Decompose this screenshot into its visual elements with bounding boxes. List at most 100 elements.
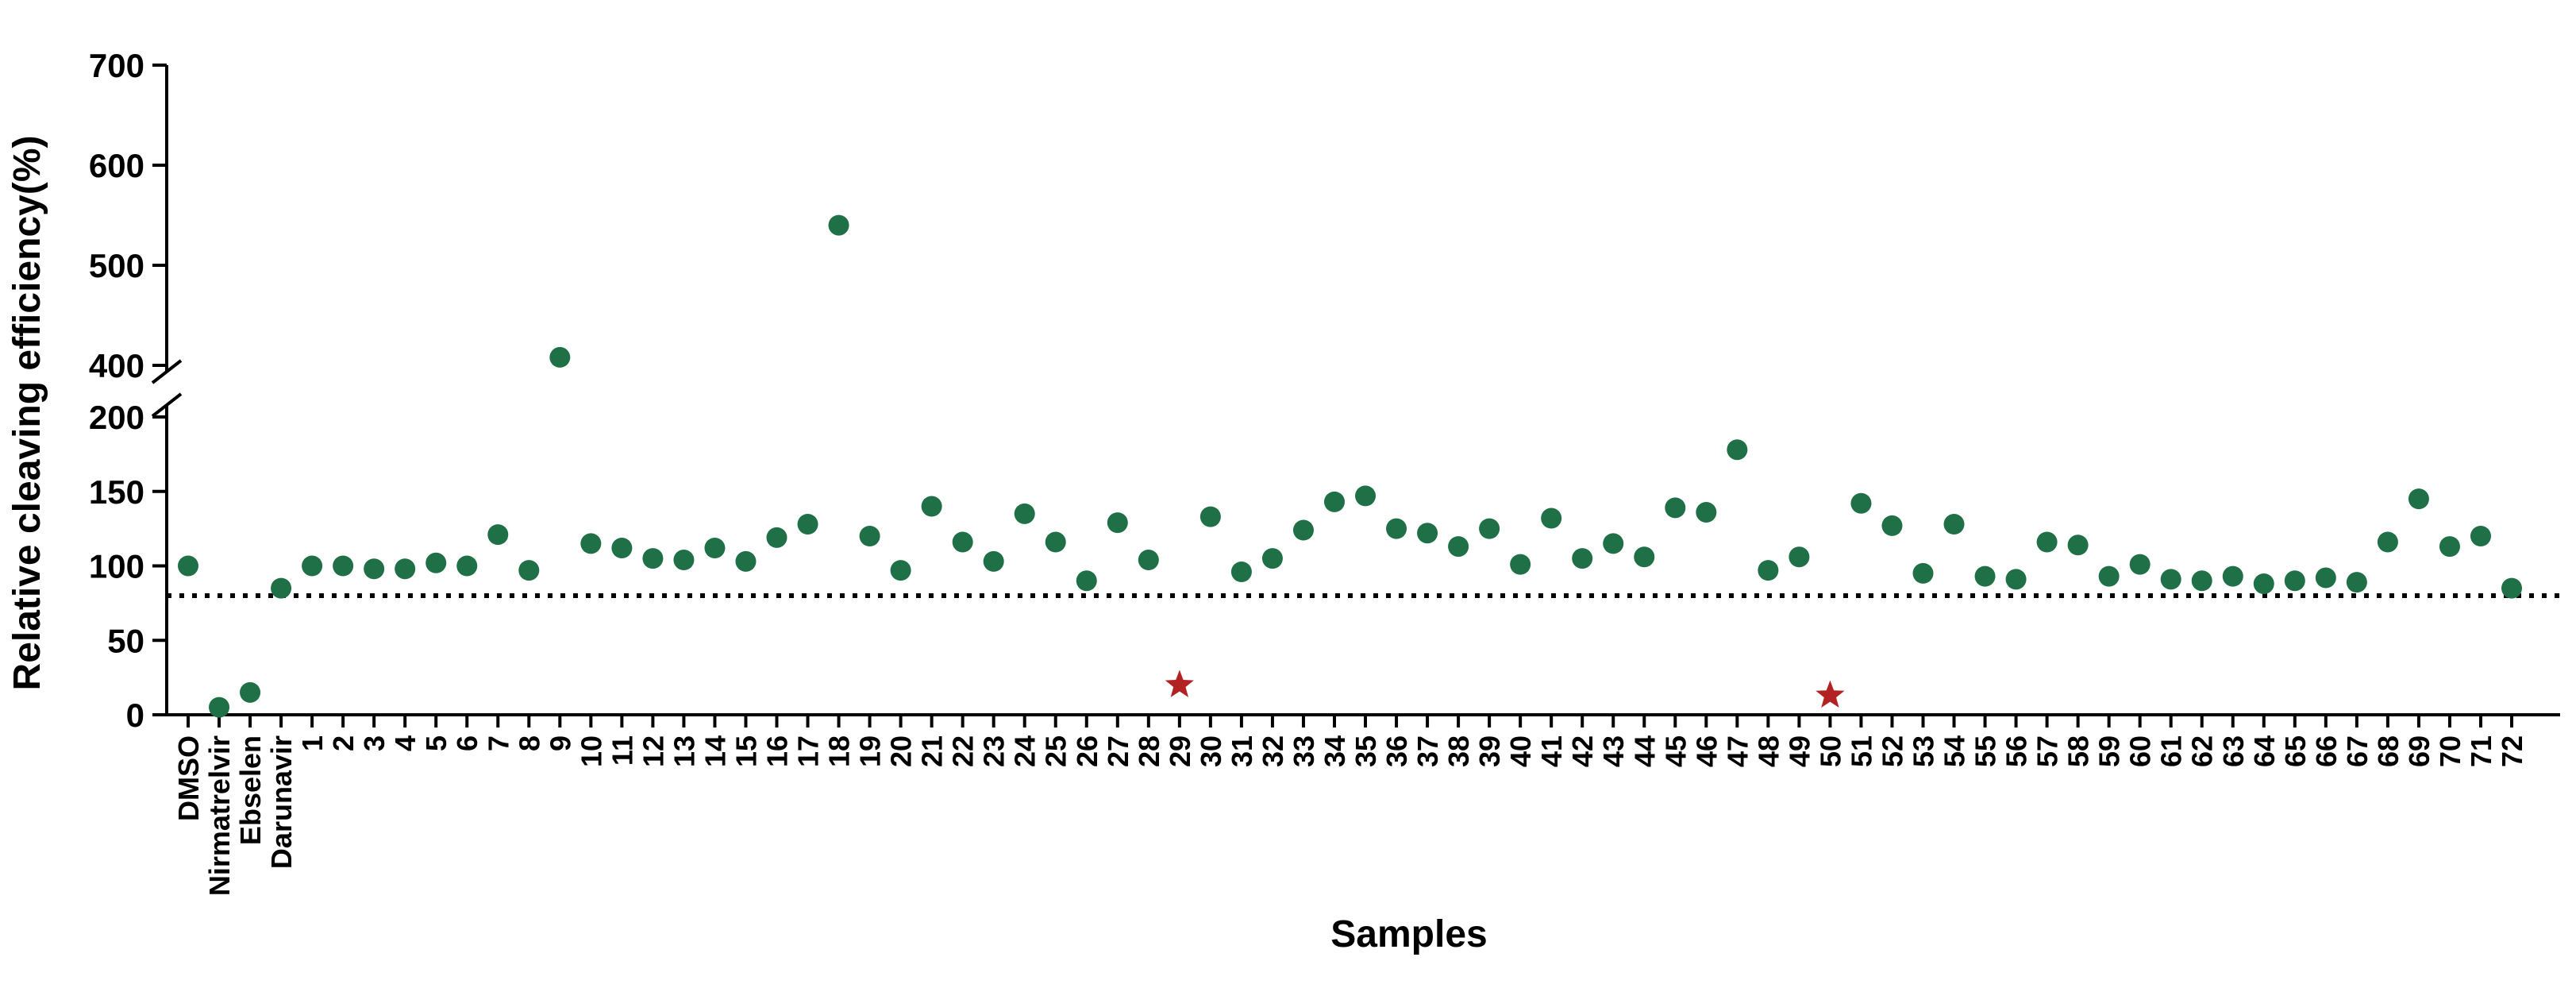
data-point bbox=[2036, 531, 2058, 553]
x-tick-label: 7 bbox=[482, 735, 514, 751]
x-tick-label: 29 bbox=[1164, 735, 1196, 767]
x-tick-label: 56 bbox=[2000, 735, 2033, 767]
y-tick-label: 200 bbox=[89, 399, 144, 436]
x-tick-label: 22 bbox=[947, 735, 980, 767]
x-tick-label: 5 bbox=[420, 735, 452, 751]
x-tick-label: 25 bbox=[1040, 735, 1072, 767]
data-point bbox=[1974, 565, 1996, 587]
data-point bbox=[2346, 572, 2367, 593]
x-tick-label: 20 bbox=[885, 735, 918, 767]
y-tick-label: 600 bbox=[89, 147, 144, 184]
y-tick-label: 400 bbox=[89, 347, 144, 384]
x-tick-label: 60 bbox=[2124, 735, 2157, 767]
x-tick-label: 9 bbox=[544, 735, 576, 751]
data-point bbox=[704, 538, 726, 558]
data-points bbox=[178, 214, 2522, 718]
x-tick-label: 30 bbox=[1195, 735, 1227, 767]
data-point bbox=[1230, 562, 1252, 582]
x-tick-label: 43 bbox=[1597, 735, 1630, 767]
data-point bbox=[1292, 519, 1314, 541]
data-point bbox=[1355, 485, 1377, 507]
chart-axes bbox=[151, 65, 2560, 716]
x-tick-label: 69 bbox=[2403, 735, 2435, 767]
x-tick-label: 50 bbox=[1814, 735, 1846, 767]
x-tick-label: 62 bbox=[2186, 735, 2219, 767]
x-tick-label: 72 bbox=[2496, 735, 2528, 767]
x-tick-label: 16 bbox=[761, 735, 794, 767]
x-tick-label: 54 bbox=[1939, 735, 1971, 767]
data-point bbox=[1541, 508, 1562, 529]
x-tick-label: 48 bbox=[1752, 735, 1785, 767]
y-tick-label: 50 bbox=[107, 622, 144, 659]
data-point bbox=[1850, 492, 1872, 514]
x-tick-label: 41 bbox=[1535, 735, 1568, 767]
data-point-star bbox=[1816, 680, 1845, 708]
data-point bbox=[1912, 562, 1934, 584]
x-tick-label: 42 bbox=[1566, 735, 1599, 767]
x-tick-label: 32 bbox=[1257, 735, 1289, 767]
x-tick-label: 6 bbox=[451, 735, 483, 751]
data-point bbox=[271, 577, 292, 599]
x-tick-label: 4 bbox=[389, 735, 422, 751]
data-point bbox=[1727, 439, 1748, 461]
x-tick-label: 28 bbox=[1133, 735, 1165, 767]
x-tick-label: 58 bbox=[2062, 735, 2095, 767]
x-tick-label: 10 bbox=[575, 735, 607, 767]
x-tick-label: 44 bbox=[1628, 735, 1661, 767]
data-point bbox=[2129, 554, 2151, 575]
x-tick-label: 63 bbox=[2217, 735, 2250, 767]
x-tick-label: 55 bbox=[1970, 735, 2002, 767]
data-point bbox=[240, 681, 261, 703]
data-point bbox=[952, 531, 973, 553]
data-point bbox=[1199, 506, 1221, 527]
data-point bbox=[983, 550, 1004, 572]
data-point bbox=[2160, 569, 2181, 590]
x-tick-label: 59 bbox=[2093, 735, 2126, 767]
x-tick-label: 49 bbox=[1783, 735, 1816, 767]
x-tick-label: 51 bbox=[1845, 735, 1877, 767]
data-point bbox=[2315, 567, 2336, 589]
y-tick-label: 500 bbox=[89, 247, 144, 284]
data-point bbox=[333, 555, 354, 577]
y-tick-label: 700 bbox=[89, 47, 144, 84]
data-point bbox=[1417, 523, 1438, 544]
data-point bbox=[1045, 531, 1066, 553]
y-tick-label: 150 bbox=[89, 473, 144, 511]
x-tick-label: 57 bbox=[2031, 735, 2064, 767]
data-point bbox=[1510, 554, 1531, 575]
x-tick-label: 45 bbox=[1659, 735, 1692, 767]
data-point bbox=[1603, 533, 1624, 554]
x-tick-label: 19 bbox=[854, 735, 887, 767]
data-point bbox=[673, 550, 695, 570]
data-point bbox=[580, 533, 602, 554]
x-tick-label: 53 bbox=[1907, 735, 1939, 767]
data-point bbox=[1634, 546, 1655, 568]
y-axis-title: Relative cleaving efficiency(%) bbox=[6, 136, 48, 691]
data-point bbox=[797, 514, 818, 535]
data-point bbox=[2501, 577, 2522, 599]
data-point bbox=[518, 560, 540, 581]
x-tick-label: 2 bbox=[327, 735, 360, 751]
data-point bbox=[2098, 565, 2120, 587]
data-point bbox=[2067, 535, 2089, 556]
data-point bbox=[2470, 526, 2491, 546]
data-point bbox=[611, 538, 633, 558]
data-point bbox=[1076, 570, 1097, 592]
x-tick-label: 38 bbox=[1442, 735, 1475, 767]
data-point bbox=[859, 526, 880, 546]
data-point bbox=[2284, 570, 2305, 592]
x-tick-label: 67 bbox=[2341, 735, 2374, 767]
x-tick-label: 37 bbox=[1411, 735, 1444, 767]
data-point bbox=[1448, 536, 1469, 558]
data-point bbox=[1107, 512, 1128, 534]
data-point-star bbox=[1165, 670, 1194, 697]
data-point bbox=[364, 558, 385, 580]
x-tick-label: 47 bbox=[1721, 735, 1754, 767]
data-point bbox=[1789, 546, 1810, 568]
data-point bbox=[2222, 565, 2243, 587]
data-point bbox=[921, 496, 942, 517]
x-tick-label: 21 bbox=[916, 735, 949, 767]
x-tick-label: 11 bbox=[606, 735, 638, 766]
data-point bbox=[209, 697, 230, 718]
data-point bbox=[1323, 491, 1345, 512]
